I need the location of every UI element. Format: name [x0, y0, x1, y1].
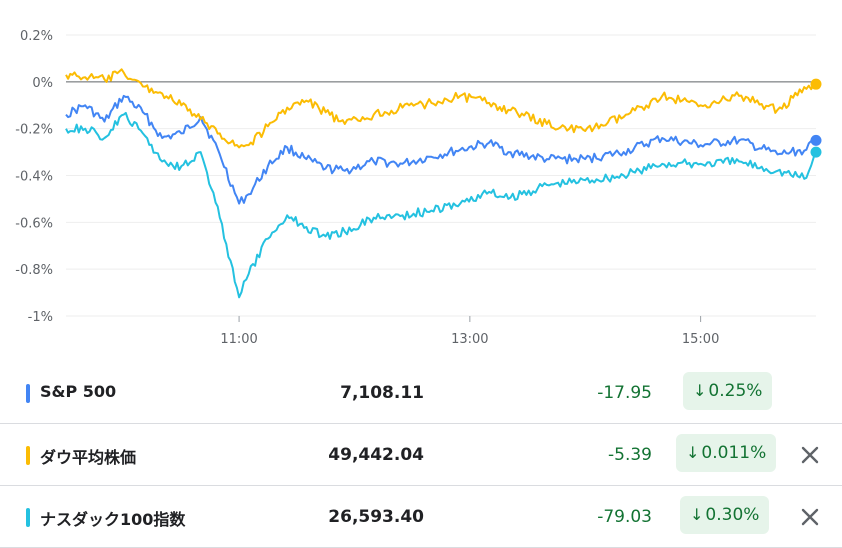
y-tick-label: -0.6%: [15, 216, 53, 231]
x-tick-label: 11:00: [220, 332, 257, 347]
index-price: 49,442.04: [328, 445, 424, 465]
index-row[interactable]: ナスダック100指数 26,593.40 -79.03 ↓ 0.30%: [0, 486, 842, 548]
index-change: -17.95: [597, 383, 652, 403]
arrow-down-icon: ↓: [693, 381, 707, 400]
percent-change-value: 0.011%: [701, 443, 767, 463]
series-color-marker: [26, 384, 30, 403]
percent-change-badge: ↓ 0.25%: [683, 372, 773, 410]
arrow-down-icon: ↓: [686, 443, 700, 462]
index-name: S&P 500: [40, 382, 117, 401]
index-list: S&P 500 7,108.11 -17.95 ↓ 0.25% ダウ平均株価 49…: [0, 362, 842, 548]
line-chart: 0.2% 0% -0.2% -0.4% -0.6% -0.8% -1% 11:00 13:00…: [15, 29, 822, 347]
series-end-point: [810, 146, 822, 158]
index-name: ナスダック100指数: [40, 510, 186, 529]
series-line: [65, 111, 817, 299]
series-end-point: [810, 134, 822, 146]
close-icon[interactable]: [798, 505, 822, 529]
arrow-down-icon: ↓: [690, 505, 704, 524]
y-tick-label: -0.4%: [15, 170, 53, 185]
index-row[interactable]: ダウ平均株価 49,442.04 -5.39 ↓ 0.011%: [0, 424, 842, 486]
percent-change-badge: ↓ 0.30%: [680, 496, 770, 534]
index-price: 26,593.40: [328, 507, 424, 527]
x-tick-label: 13:00: [451, 332, 488, 347]
chart-end-points: [810, 78, 822, 158]
chart-series: [65, 68, 817, 299]
percent-change-value: 0.25%: [708, 381, 763, 401]
percent-change-value: 0.30%: [705, 505, 760, 525]
series-line: [65, 68, 817, 149]
x-tick-label: 15:00: [682, 332, 719, 347]
y-tick-label: -0.8%: [15, 263, 53, 278]
y-tick-label: 0%: [32, 76, 53, 91]
y-tick-label: -0.2%: [15, 123, 53, 138]
chart-grid: [66, 34, 816, 317]
series-line: [65, 94, 817, 205]
index-change: -5.39: [608, 445, 652, 465]
series-color-marker: [26, 446, 30, 465]
x-axis: 11:00 13:00 15:00: [66, 315, 816, 347]
y-tick-label: 0.2%: [20, 29, 53, 44]
percent-change-badge: ↓ 0.011%: [676, 434, 777, 472]
series-color-marker: [26, 508, 30, 527]
y-tick-label: -1%: [28, 310, 53, 325]
index-row[interactable]: S&P 500 7,108.11 -17.95 ↓ 0.25%: [0, 362, 842, 424]
close-icon[interactable]: [798, 443, 822, 467]
index-name: ダウ平均株価: [40, 448, 137, 467]
y-axis: 0.2% 0% -0.2% -0.4% -0.6% -0.8% -1%: [15, 29, 53, 325]
index-price: 7,108.11: [340, 383, 424, 403]
index-change: -79.03: [597, 507, 652, 527]
series-end-point: [810, 78, 822, 90]
